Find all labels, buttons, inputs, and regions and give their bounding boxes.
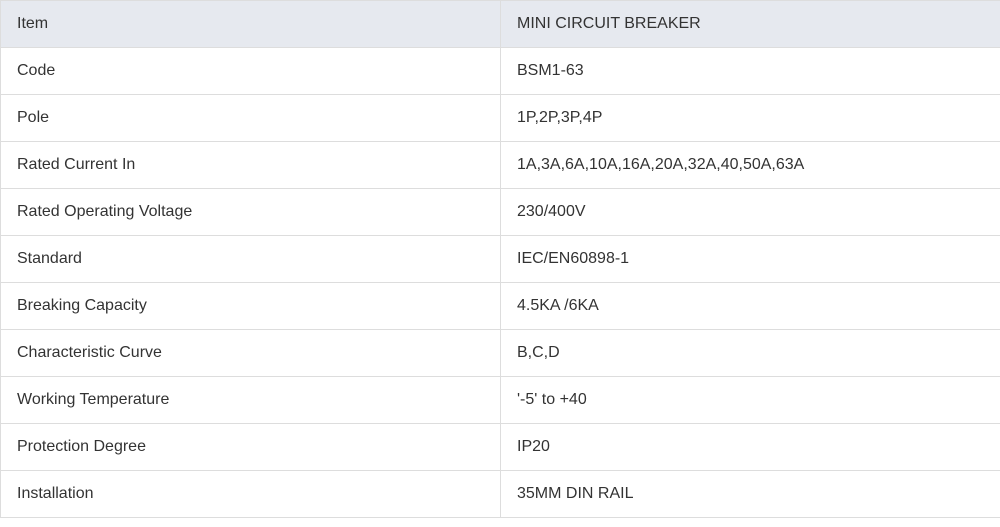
table-row: Installation 35MM DIN RAIL [1, 471, 1000, 518]
row-value: IP20 [501, 424, 1000, 471]
table-row: Standard IEC/EN60898-1 [1, 236, 1000, 283]
row-value: BSM1-63 [501, 48, 1000, 95]
row-value: B,C,D [501, 330, 1000, 377]
table-row: Working Temperature '-5' to +40 [1, 377, 1000, 424]
spec-table: Item MINI CIRCUIT BREAKER Code BSM1-63 P… [0, 0, 1000, 518]
row-value: 4.5KA /6KA [501, 283, 1000, 330]
table-row: Characteristic Curve B,C,D [1, 330, 1000, 377]
table-row: Pole 1P,2P,3P,4P [1, 95, 1000, 142]
header-value: MINI CIRCUIT BREAKER [501, 1, 1000, 48]
row-label: Working Temperature [1, 377, 501, 424]
row-value: 230/400V [501, 189, 1000, 236]
row-label: Breaking Capacity [1, 283, 501, 330]
table-row: Code BSM1-63 [1, 48, 1000, 95]
table-row: Breaking Capacity 4.5KA /6KA [1, 283, 1000, 330]
row-value: 35MM DIN RAIL [501, 471, 1000, 518]
table-body: Code BSM1-63 Pole 1P,2P,3P,4P Rated Curr… [1, 48, 1000, 518]
row-value: 1A,3A,6A,10A,16A,20A,32A,40,50A,63A [501, 142, 1000, 189]
row-value: 1P,2P,3P,4P [501, 95, 1000, 142]
table-row: Rated Operating Voltage 230/400V [1, 189, 1000, 236]
table-header-row: Item MINI CIRCUIT BREAKER [1, 1, 1000, 48]
row-label: Code [1, 48, 501, 95]
row-value: IEC/EN60898-1 [501, 236, 1000, 283]
row-label: Rated Current In [1, 142, 501, 189]
row-label: Standard [1, 236, 501, 283]
table-row: Protection Degree IP20 [1, 424, 1000, 471]
header-item: Item [1, 1, 501, 48]
row-value: '-5' to +40 [501, 377, 1000, 424]
row-label: Protection Degree [1, 424, 501, 471]
row-label: Installation [1, 471, 501, 518]
table-row: Rated Current In 1A,3A,6A,10A,16A,20A,32… [1, 142, 1000, 189]
row-label: Characteristic Curve [1, 330, 501, 377]
row-label: Pole [1, 95, 501, 142]
row-label: Rated Operating Voltage [1, 189, 501, 236]
